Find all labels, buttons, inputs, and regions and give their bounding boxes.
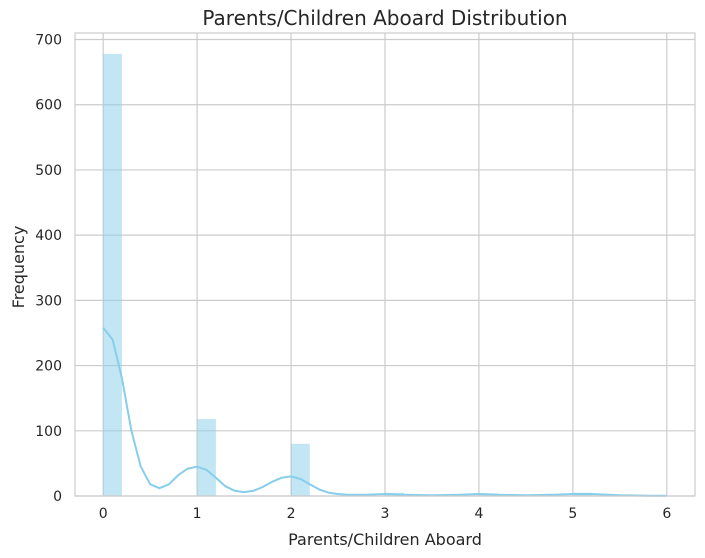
y-axis-label: Frequency [9,226,28,309]
y-tick-label: 0 [53,489,62,505]
x-tick-label: 4 [474,506,483,522]
kde-curve [102,327,667,497]
x-axis-label: Parents/Children Aboard [288,530,482,549]
y-tick-label: 300 [35,293,62,309]
x-tick-label: 3 [381,506,390,522]
plot-frame [74,32,696,497]
y-tick-label: 600 [35,98,62,114]
histogram-bar [291,443,310,496]
y-tick-label: 500 [35,163,62,179]
y-axis-ticks: 0 100 200 300 400 500 600 700 [35,33,62,505]
y-tick-label: 700 [35,33,62,49]
y-tick-label: 100 [35,424,62,440]
x-tick-label: 1 [193,506,202,522]
y-tick-label: 400 [35,228,62,244]
y-tick-label: 200 [35,359,62,375]
histogram-bar [103,53,122,496]
histogram-bar [197,419,216,496]
chart-title: Parents/Children Aboard Distribution [202,6,567,30]
x-tick-label: 0 [99,506,108,522]
x-tick-label: 6 [662,506,671,522]
x-tick-label: 5 [568,506,577,522]
x-axis-ticks: 0 1 2 3 4 5 6 [99,506,672,522]
x-tick-label: 2 [287,506,296,522]
grid [75,33,695,497]
kde-curve-group [102,327,667,497]
